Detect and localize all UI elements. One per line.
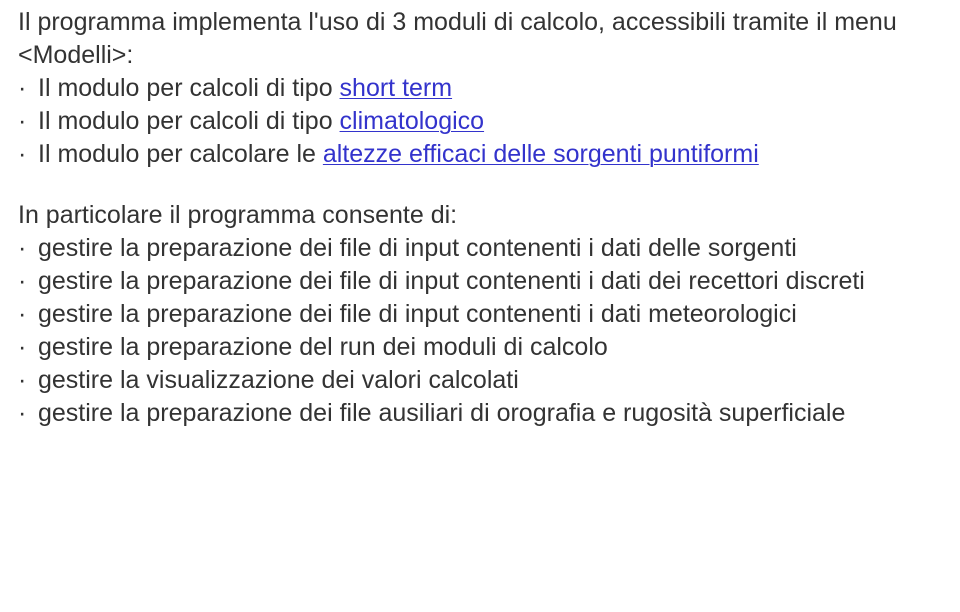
bullet-item: · Il modulo per calcolare le altezze eff… [18,138,942,171]
link-climatologico[interactable]: climatologico [340,107,485,135]
bullet-text: gestire la preparazione dei file ausilia… [38,397,845,430]
bullet-dot: · [18,232,38,265]
bullet-item: · gestire la visualizzazione dei valori … [18,364,942,397]
link-altezze-efficaci[interactable]: altezze efficaci delle sorgenti puntifor… [323,140,759,168]
bullet-item: · gestire la preparazione dei file di in… [18,298,942,331]
bullet-dot: · [18,331,38,364]
bullet-text: gestire la preparazione dei file di inpu… [38,232,797,265]
bullet-item: · gestire la preparazione del run dei mo… [18,331,942,364]
bullet-dot: · [18,364,38,397]
bullet-text: Il modulo per calcolare le altezze effic… [38,138,759,171]
intro-paragraph-1: Il programma implementa l'uso di 3 modul… [18,6,942,72]
bullet-dot: · [18,72,38,105]
bullet-text: Il modulo per calcoli di tipo short term [38,72,452,105]
bullet-text: Il modulo per calcoli di tipo climatolog… [38,105,484,138]
bullet-pre: Il modulo per calcoli di tipo [38,107,340,135]
bullet-dot: · [18,397,38,430]
bullet-dot: · [18,298,38,331]
bullet-item: · gestire la preparazione dei file ausil… [18,397,942,430]
bullet-pre: Il modulo per calcoli di tipo [38,74,340,102]
document-page: Il programma implementa l'uso di 3 modul… [0,0,960,442]
bullet-dot: · [18,265,38,298]
bullet-pre: Il modulo per calcolare le [38,140,323,168]
link-short-term[interactable]: short term [340,74,453,102]
bullet-text: gestire la preparazione dei file di inpu… [38,265,865,298]
bullet-item: · Il modulo per calcoli di tipo climatol… [18,105,942,138]
bullet-item: · gestire la preparazione dei file di in… [18,265,942,298]
bullet-item: · Il modulo per calcoli di tipo short te… [18,72,942,105]
bullet-dot: · [18,138,38,171]
bullet-text: gestire la preparazione del run dei modu… [38,331,608,364]
bullet-item: · gestire la preparazione dei file di in… [18,232,942,265]
bullet-dot: · [18,105,38,138]
bullet-text: gestire la visualizzazione dei valori ca… [38,364,519,397]
intro-paragraph-2: In particolare il programma consente di: [18,199,942,232]
bullet-text: gestire la preparazione dei file di inpu… [38,298,797,331]
